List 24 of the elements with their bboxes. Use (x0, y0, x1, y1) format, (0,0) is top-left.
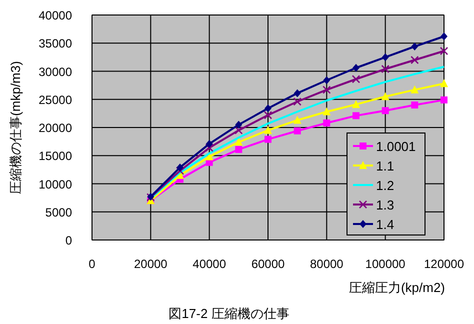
y-tick-label: 5000 (45, 205, 72, 220)
y-tick-label: 30000 (38, 64, 72, 79)
y-tick-label: 0 (65, 234, 72, 248)
x-tick-label: 120000 (424, 257, 464, 271)
y-tick-label: 40000 (38, 8, 72, 22)
y-tick-label: 10000 (38, 177, 72, 192)
x-tick-label: 20000 (134, 257, 168, 271)
legend-label: 1.4 (376, 217, 394, 232)
y-tick-label: 20000 (38, 121, 72, 135)
legend-label: 1.0001 (376, 139, 416, 154)
y-tick-label: 15000 (38, 149, 72, 164)
y-axis-title: 圧縮機の仕事(mkp/m3) (8, 61, 23, 194)
x-axis-title: 圧縮圧力(kp/m2) (348, 280, 445, 295)
legend-label: 1.2 (376, 178, 394, 193)
legend-label: 1.3 (376, 198, 394, 212)
x-tick-label: 0 (88, 257, 96, 271)
x-tick-label: 40000 (192, 257, 226, 271)
text: 図17-2 圧縮機の仕事 (168, 306, 290, 321)
y-tick-label: 35000 (38, 36, 72, 51)
x-tick-label: 60000 (251, 257, 286, 271)
x-tick-label: 80000 (310, 257, 344, 271)
x-tick-label: 100000 (365, 257, 406, 271)
y-tick-label: 25000 (38, 92, 72, 107)
legend-label: 1.1 (376, 158, 394, 174)
